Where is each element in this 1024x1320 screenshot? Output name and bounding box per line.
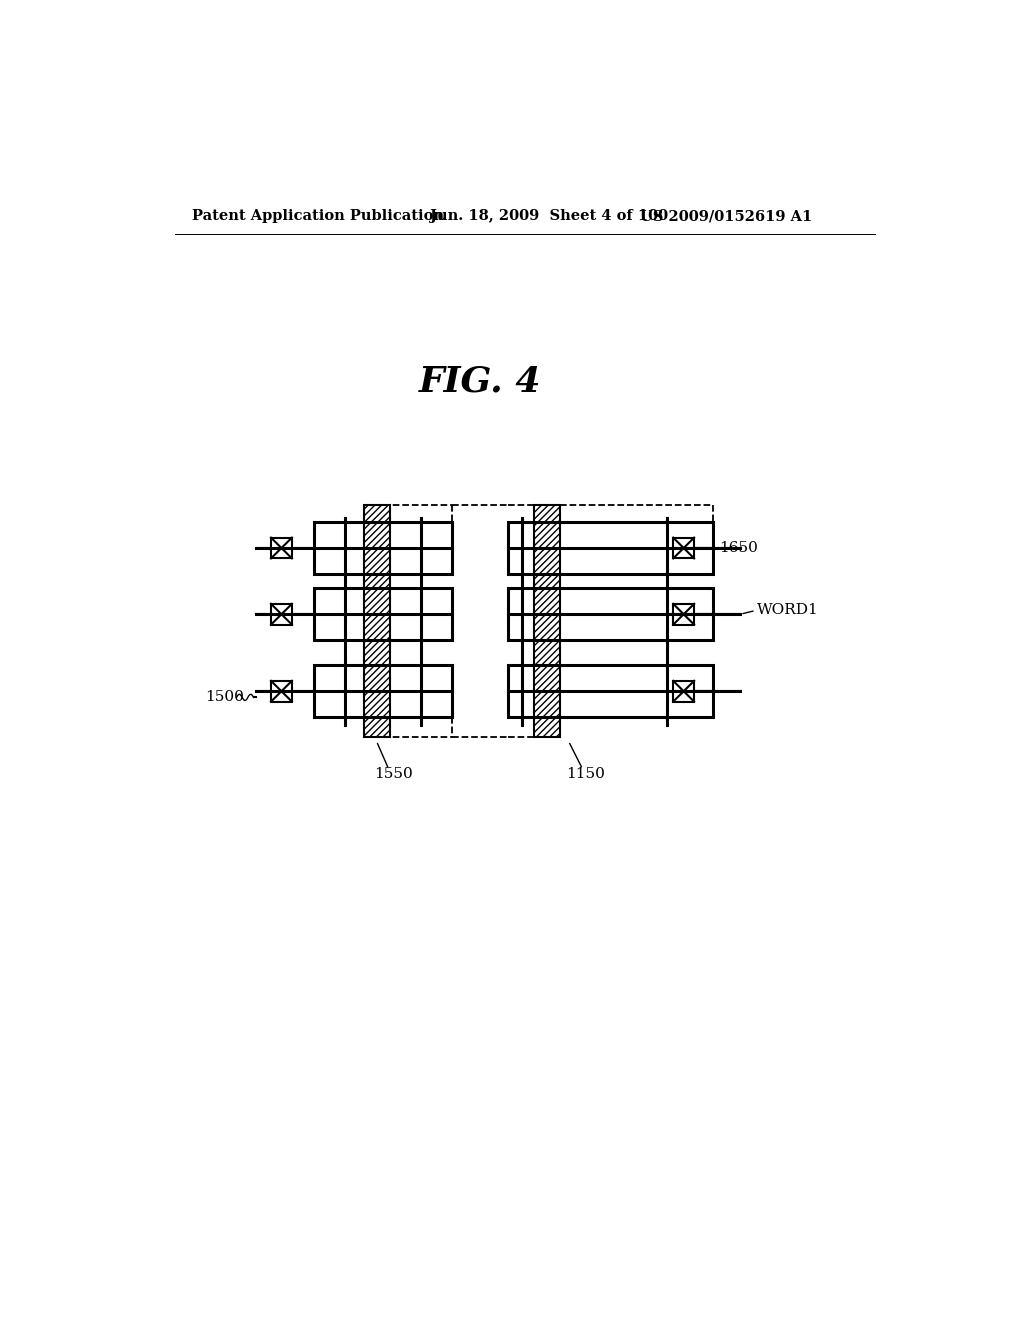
Bar [535, 506, 560, 738]
Text: FIG. 4: FIG. 4 [419, 364, 541, 399]
Bar [508, 665, 713, 718]
Bar [673, 537, 694, 558]
Bar [673, 603, 694, 624]
Bar [508, 589, 713, 640]
Bar [508, 521, 713, 574]
Bar [673, 681, 694, 702]
Text: 1550: 1550 [375, 767, 414, 781]
Text: 1650: 1650 [719, 541, 758, 554]
Text: Patent Application Publication: Patent Application Publication [191, 209, 443, 223]
Bar [314, 589, 452, 640]
Bar [314, 521, 452, 574]
Text: Jun. 18, 2009  Sheet 4 of 100: Jun. 18, 2009 Sheet 4 of 100 [430, 209, 669, 223]
Bar [271, 681, 292, 702]
Text: 1500: 1500 [206, 690, 245, 705]
Text: WORD1: WORD1 [758, 603, 819, 618]
Bar [365, 506, 390, 738]
Text: US 2009/0152619 A1: US 2009/0152619 A1 [640, 209, 812, 223]
Bar [271, 603, 292, 624]
Text: 1150: 1150 [566, 767, 605, 781]
Bar [314, 665, 452, 718]
Bar [271, 537, 292, 558]
